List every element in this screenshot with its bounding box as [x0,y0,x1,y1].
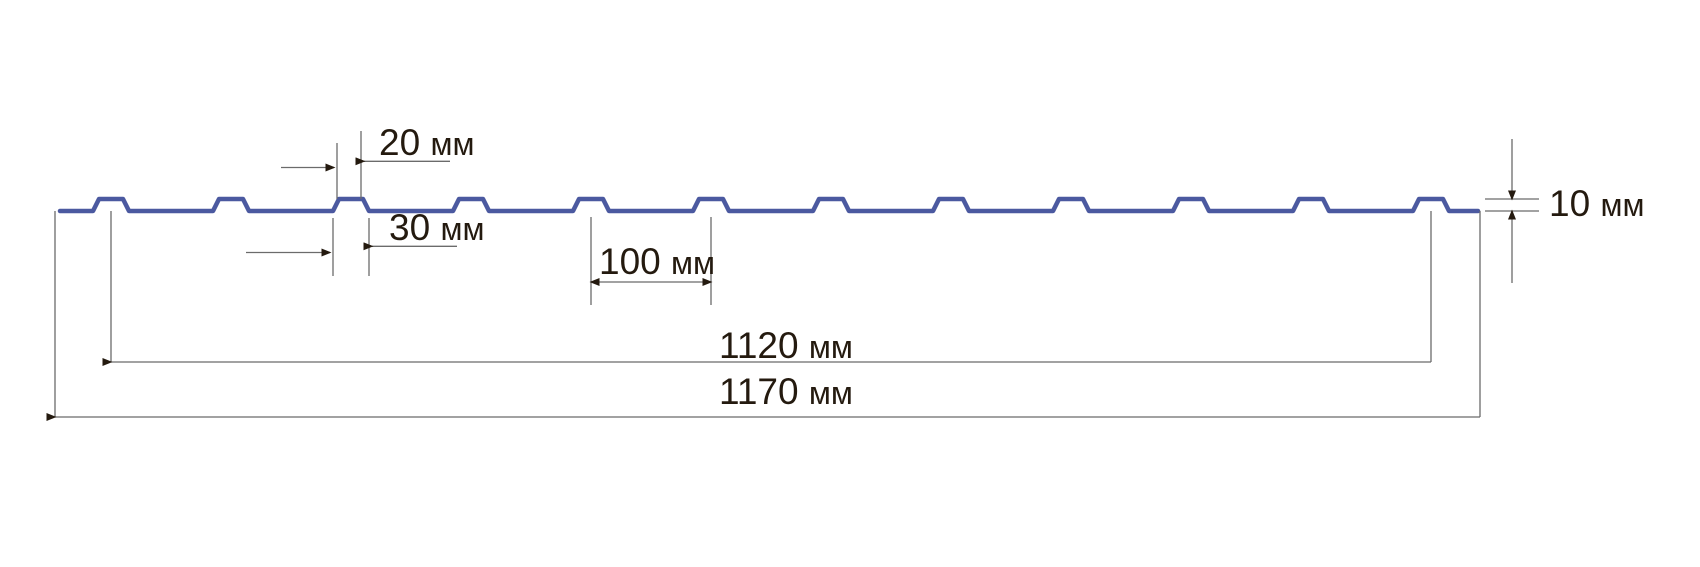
svg-text:30 мм: 30 мм [389,207,484,248]
svg-text:20 мм: 20 мм [379,122,474,163]
svg-text:10 мм: 10 мм [1549,183,1644,224]
svg-text:1120 мм: 1120 мм [719,325,853,366]
svg-text:100 мм: 100 мм [599,241,715,282]
svg-text:1170 мм: 1170 мм [719,371,853,412]
